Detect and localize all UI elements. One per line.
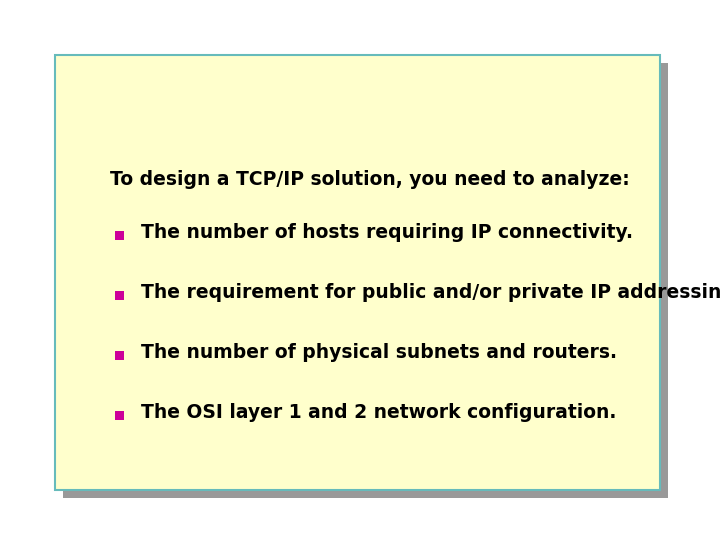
Text: To design a TCP/IP solution, you need to analyze:: To design a TCP/IP solution, you need to… bbox=[110, 170, 630, 189]
Text: The number of hosts requiring IP connectivity.: The number of hosts requiring IP connect… bbox=[141, 223, 633, 242]
Bar bbox=[63, 63, 668, 498]
Text: The requirement for public and/or private IP addressing.: The requirement for public and/or privat… bbox=[141, 283, 720, 302]
Text: The number of physical subnets and routers.: The number of physical subnets and route… bbox=[141, 343, 617, 362]
Bar bbox=[55, 55, 660, 490]
Bar bbox=[115, 231, 124, 240]
Bar bbox=[115, 411, 124, 420]
Bar bbox=[115, 291, 124, 300]
Text: The OSI layer 1 and 2 network configuration.: The OSI layer 1 and 2 network configurat… bbox=[141, 403, 616, 422]
Bar bbox=[115, 351, 124, 360]
